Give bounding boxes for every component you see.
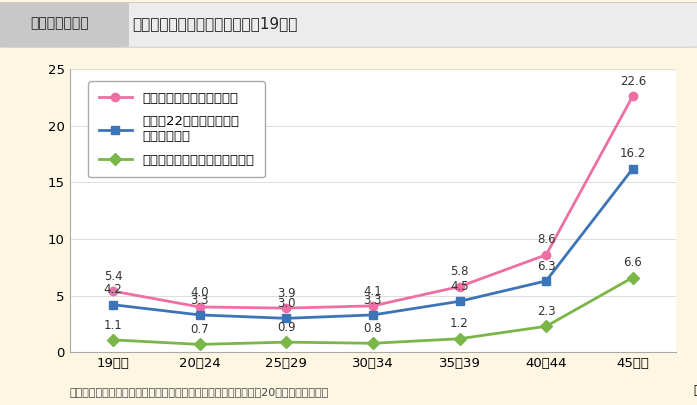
Text: 0.7: 0.7	[190, 323, 209, 336]
Text: 4.5: 4.5	[450, 280, 469, 293]
周産期死亡率（出産千対）	[629, 94, 637, 98]
周産期死亡率（出産千対）	[542, 252, 551, 257]
周産期死亡率（出産千対）	[109, 289, 117, 294]
Text: 0.8: 0.8	[364, 322, 382, 335]
Text: 1.2: 1.2	[450, 318, 469, 330]
妊娠満22週以後の死産率
（出産千対）	[542, 279, 551, 284]
Text: 3.3: 3.3	[190, 294, 209, 307]
妊娠満22週以後の死産率
（出産千対）	[109, 302, 117, 307]
Legend: 周産期死亡率（出産千対）, 妊娠満22週以後の死産率
（出産千対）, 早期新生児死亡率（出産千対）: 周産期死亡率（出産千対）, 妊娠満22週以後の死産率 （出産千対）, 早期新生児…	[89, 81, 265, 177]
周産期死亡率（出産千対）	[282, 306, 291, 311]
Text: 22.6: 22.6	[620, 75, 646, 88]
早期新生児死亡率（出産千対）	[109, 337, 117, 342]
妊娠満22週以後の死産率
（出産千対）	[629, 166, 637, 171]
Text: 4.1: 4.1	[364, 285, 382, 298]
Text: 5.4: 5.4	[104, 270, 123, 283]
Text: 3.9: 3.9	[277, 287, 296, 300]
Text: 8.6: 8.6	[537, 234, 556, 247]
Line: 早期新生児死亡率（出産千対）: 早期新生児死亡率（出産千対）	[109, 273, 637, 349]
Text: 6.6: 6.6	[623, 256, 642, 269]
周産期死亡率（出産千対）	[195, 305, 204, 309]
Text: 母の年齢別周産期死亡率（平成19年）: 母の年齢別周産期死亡率（平成19年）	[132, 16, 298, 31]
Text: 1.1: 1.1	[104, 319, 123, 332]
FancyBboxPatch shape	[0, 2, 129, 47]
妊娠満22週以後の死産率
（出産千対）	[195, 313, 204, 318]
妊娠満22週以後の死産率
（出産千対）	[282, 316, 291, 321]
Text: 5.8: 5.8	[450, 265, 469, 278]
Text: （備考）（財）母子衛生研究会「母子保健の主なる統計」（平成20年度）より作成。: （備考）（財）母子衛生研究会「母子保健の主なる統計」（平成20年度）より作成。	[70, 387, 329, 397]
Text: 2.3: 2.3	[537, 305, 556, 318]
Line: 周産期死亡率（出産千対）: 周産期死亡率（出産千対）	[109, 92, 637, 312]
Text: 4.0: 4.0	[190, 286, 209, 298]
妊娠満22週以後の死産率
（出産千対）	[455, 299, 464, 304]
FancyBboxPatch shape	[0, 2, 697, 47]
Line: 妊娠満22週以後の死産率
（出産千対）: 妊娠満22週以後の死産率 （出産千対）	[109, 164, 637, 322]
早期新生児死亡率（出産千対）	[629, 275, 637, 280]
早期新生児死亡率（出産千対）	[369, 341, 377, 346]
早期新生児死亡率（出産千対）	[195, 342, 204, 347]
Text: 3.3: 3.3	[364, 294, 382, 307]
Text: 3.0: 3.0	[277, 297, 296, 310]
Text: （歳）: （歳）	[694, 384, 697, 397]
Text: 第１－６－２図: 第１－６－２図	[30, 16, 89, 30]
早期新生児死亡率（出産千対）	[542, 324, 551, 329]
周産期死亡率（出産千対）	[455, 284, 464, 289]
Text: 0.9: 0.9	[277, 321, 296, 334]
妊娠満22週以後の死産率
（出産千対）	[369, 313, 377, 318]
Text: 4.2: 4.2	[104, 284, 123, 296]
周産期死亡率（出産千対）	[369, 303, 377, 308]
Text: 16.2: 16.2	[620, 147, 646, 160]
早期新生児死亡率（出産千対）	[455, 336, 464, 341]
早期新生児死亡率（出産千対）	[282, 340, 291, 345]
Text: 6.3: 6.3	[537, 260, 556, 273]
